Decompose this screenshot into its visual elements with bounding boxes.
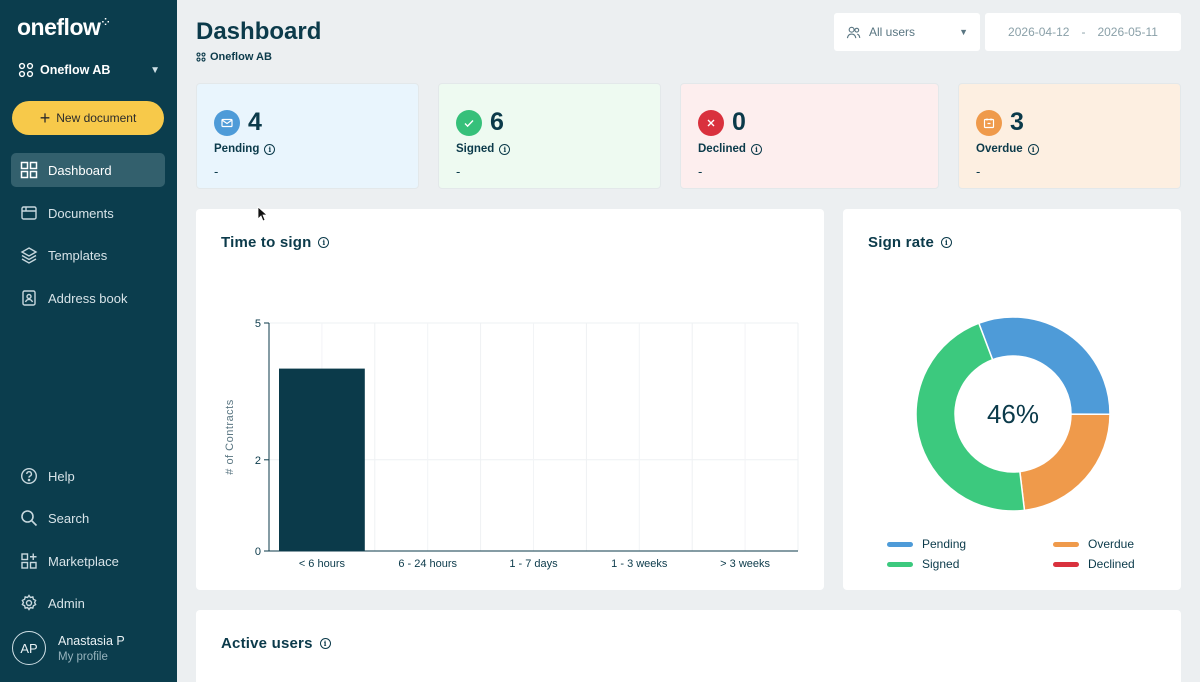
y-tick-label: 2 xyxy=(255,455,261,467)
envelope-icon xyxy=(214,110,240,136)
x-tick-label: 1 - 7 days xyxy=(509,558,558,570)
x-tick-label: < 6 hours xyxy=(299,558,346,570)
y-tick-label: 0 xyxy=(255,546,261,558)
sidebar-item-dashboard[interactable]: Dashboard xyxy=(11,153,165,187)
mouse-cursor-icon xyxy=(257,206,267,222)
profile-name: Anastasia P xyxy=(58,633,125,648)
layers-icon xyxy=(20,247,38,264)
check-icon xyxy=(456,110,482,136)
address-book-icon xyxy=(22,290,36,306)
y-tick-label: 5 xyxy=(255,318,261,330)
org-icon xyxy=(18,62,34,78)
page-title: Dashboard xyxy=(196,18,322,45)
sign-rate-chart: 46% xyxy=(915,316,1111,512)
stat-label: Declined i xyxy=(698,143,762,155)
sign-rate-value: 46% xyxy=(987,399,1039,429)
chevron-down-icon: ▼ xyxy=(959,27,968,37)
legend-item-overdue[interactable]: Overdue xyxy=(1053,537,1134,551)
stat-value: 3 xyxy=(1010,108,1024,136)
stat-sub: - xyxy=(976,164,981,179)
new-document-button[interactable]: + New document xyxy=(12,101,164,135)
time-to-sign-chart: 0 2 5 # of Contracts < 6 hours 6 - 24 hours 1 … xyxy=(224,318,799,570)
legend-swatch xyxy=(887,561,913,567)
stat-value: 6 xyxy=(490,108,504,136)
stat-label: Overdue i xyxy=(976,143,1039,155)
date-range-picker[interactable]: 2026-04-12 - 2026-05-11 xyxy=(985,13,1181,51)
oneflow-logo[interactable]: oneflow⁘ xyxy=(17,14,110,40)
stat-sub: - xyxy=(456,164,461,179)
calendar-icon xyxy=(976,110,1002,136)
panel-title: Active users i xyxy=(221,635,331,652)
info-icon[interactable]: i xyxy=(499,143,511,155)
legend-swatch xyxy=(1053,541,1079,547)
plus-icon: + xyxy=(39,108,51,128)
legend-swatch xyxy=(1053,561,1079,567)
legend-item-signed[interactable]: Signed xyxy=(887,557,959,571)
stat-card-declined[interactable]: 0 Declined i - xyxy=(680,83,939,189)
gear-icon xyxy=(21,594,37,611)
panel-title: Sign rate i xyxy=(868,234,952,251)
close-icon xyxy=(698,110,724,136)
sidebar-item-documents[interactable]: Documents xyxy=(11,196,165,230)
info-icon[interactable]: i xyxy=(318,237,330,248)
grid-icon xyxy=(20,161,38,179)
folder-icon xyxy=(21,206,37,220)
date-from[interactable]: 2026-04-12 xyxy=(1008,25,1070,39)
stat-card-overdue[interactable]: 3 Overdue i - xyxy=(958,83,1181,189)
stat-sub: - xyxy=(698,164,703,179)
legend-item-declined[interactable]: Declined xyxy=(1053,557,1135,571)
legend-item-pending[interactable]: Pending xyxy=(887,537,966,551)
info-icon[interactable]: i xyxy=(940,237,952,248)
org-switcher[interactable]: Oneflow AB ▼ xyxy=(18,60,160,80)
date-to[interactable]: 2026-05-11 xyxy=(1097,25,1158,39)
sign-rate-panel: Sign rate i 46% Pending Overdue Signed De… xyxy=(843,209,1181,590)
stat-card-pending[interactable]: 4 Pending i - xyxy=(196,83,419,189)
stat-value: 4 xyxy=(248,108,262,136)
avatar: AP xyxy=(12,631,46,665)
stat-label: Pending i xyxy=(214,143,276,155)
bar xyxy=(279,368,365,551)
users-filter-select[interactable]: All users ▼ xyxy=(834,13,980,51)
panel-title: Time to sign i xyxy=(221,234,330,251)
sidebar-item-admin[interactable]: Admin xyxy=(11,586,165,620)
x-tick-label: 1 - 3 weeks xyxy=(611,558,668,570)
pie-slice-pending xyxy=(977,316,1111,415)
y-axis-label: # of Contracts xyxy=(224,399,236,474)
info-icon[interactable]: i xyxy=(264,143,276,155)
info-icon[interactable]: i xyxy=(1027,143,1039,155)
help-icon xyxy=(20,467,38,485)
profile-menu[interactable]: AP Anastasia P My profile xyxy=(12,631,125,665)
active-users-panel: Active users i xyxy=(196,610,1181,682)
sidebar: oneflow⁘ Oneflow AB ▼ + New document Das… xyxy=(0,0,177,682)
search-icon xyxy=(21,510,38,527)
stat-label: Signed i xyxy=(456,143,511,155)
time-to-sign-panel: Time to sign i 0 2 5 # of Contracts < 6 hours… xyxy=(196,209,824,590)
org-name: Oneflow AB xyxy=(40,63,111,77)
users-icon xyxy=(846,26,861,38)
pie-slice-signed xyxy=(915,322,1026,512)
stat-card-signed[interactable]: 6 Signed i - xyxy=(438,83,661,189)
sidebar-item-search[interactable]: Search xyxy=(11,501,165,535)
my-profile-link[interactable]: My profile xyxy=(58,650,108,663)
sidebar-item-address-book[interactable]: Address book xyxy=(11,281,165,315)
info-icon[interactable]: i xyxy=(750,143,762,155)
page-subtitle: Oneflow AB xyxy=(196,51,272,63)
chevron-down-icon: ▼ xyxy=(150,64,160,76)
x-tick-label: 6 - 24 hours xyxy=(398,558,457,570)
sidebar-item-marketplace[interactable]: Marketplace xyxy=(11,544,165,578)
sidebar-item-templates[interactable]: Templates xyxy=(11,238,165,272)
stat-value: 0 xyxy=(732,108,746,136)
info-icon[interactable]: i xyxy=(319,638,331,649)
legend-swatch xyxy=(887,541,913,547)
stat-sub: - xyxy=(214,164,219,179)
marketplace-icon xyxy=(21,553,37,569)
org-icon xyxy=(196,52,206,62)
sidebar-item-help[interactable]: Help xyxy=(11,459,165,493)
x-tick-label: > 3 weeks xyxy=(720,558,770,570)
